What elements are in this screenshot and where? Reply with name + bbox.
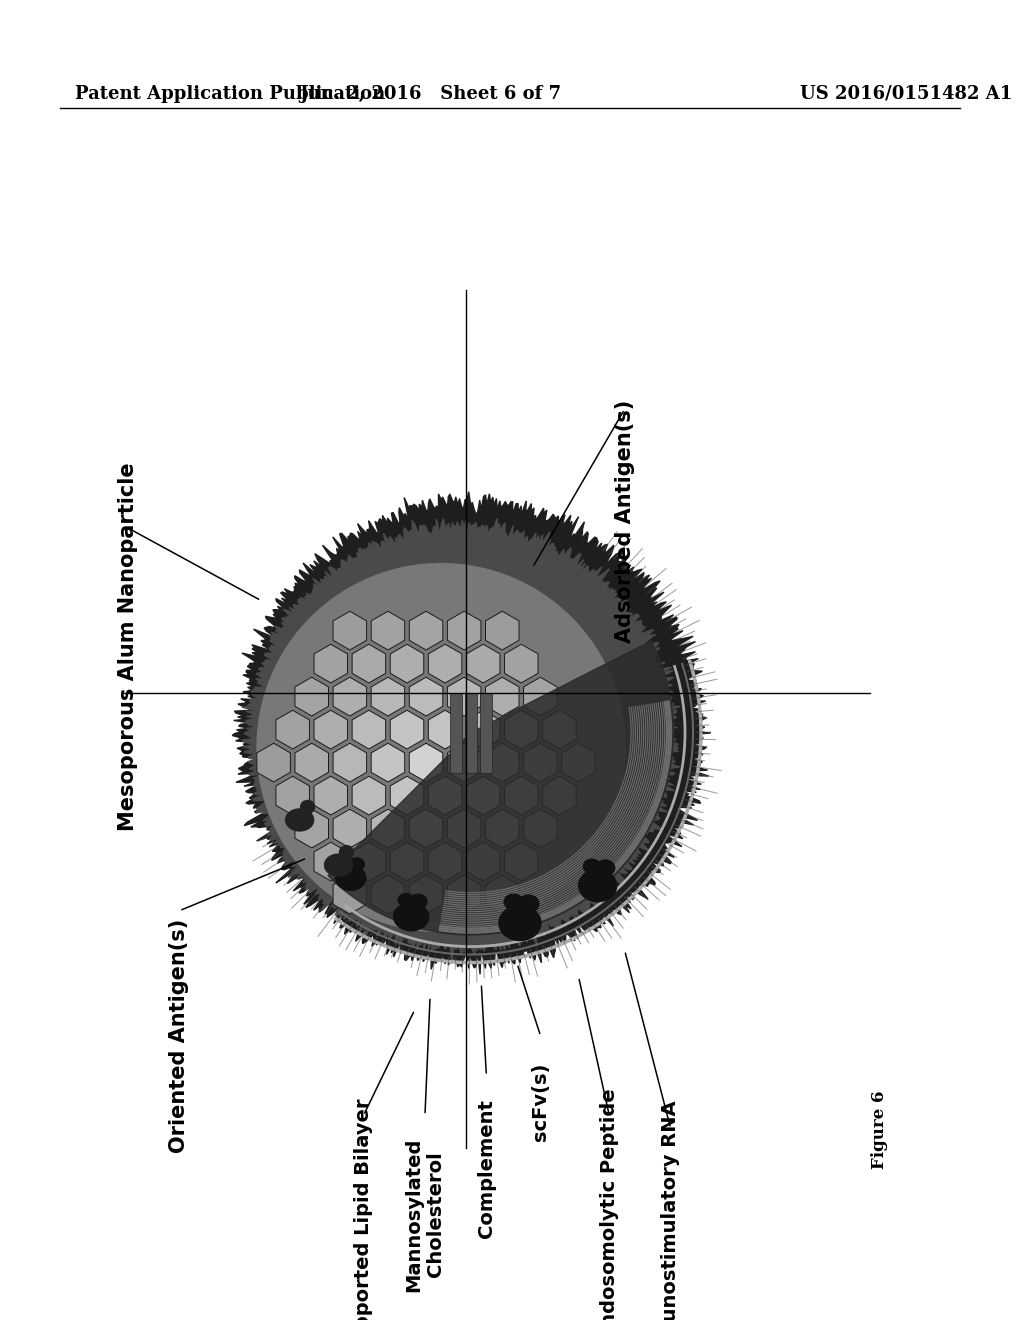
Polygon shape xyxy=(523,677,557,715)
Polygon shape xyxy=(371,611,404,649)
Text: Patent Application Publication: Patent Application Publication xyxy=(75,84,385,103)
Polygon shape xyxy=(505,644,538,682)
Polygon shape xyxy=(333,743,367,781)
Polygon shape xyxy=(485,677,519,715)
Polygon shape xyxy=(410,677,442,715)
Text: Immunostimulatory RNA: Immunostimulatory RNA xyxy=(662,1100,680,1320)
Polygon shape xyxy=(371,875,404,913)
Polygon shape xyxy=(333,809,367,847)
Polygon shape xyxy=(371,677,404,715)
Polygon shape xyxy=(314,842,347,880)
Polygon shape xyxy=(328,640,674,935)
Text: Figure 6: Figure 6 xyxy=(871,1090,889,1170)
Polygon shape xyxy=(390,776,424,814)
Polygon shape xyxy=(352,842,386,880)
Text: Supported Lipid Bilayer: Supported Lipid Bilayer xyxy=(354,1098,373,1320)
Ellipse shape xyxy=(336,866,366,891)
Ellipse shape xyxy=(518,895,539,912)
Text: Mannosylated
Cholesterol: Mannosylated Cholesterol xyxy=(404,1138,445,1291)
Polygon shape xyxy=(390,710,424,748)
Ellipse shape xyxy=(499,906,541,941)
Polygon shape xyxy=(485,875,519,913)
Polygon shape xyxy=(390,842,424,880)
Polygon shape xyxy=(352,710,386,748)
Polygon shape xyxy=(485,809,519,847)
Polygon shape xyxy=(466,842,500,880)
Text: Endosomolytic Peptide: Endosomolytic Peptide xyxy=(600,1089,618,1320)
Polygon shape xyxy=(523,743,557,781)
Polygon shape xyxy=(485,743,519,781)
Polygon shape xyxy=(523,809,557,847)
Polygon shape xyxy=(352,776,386,814)
Polygon shape xyxy=(562,743,595,781)
Ellipse shape xyxy=(340,857,353,869)
Bar xyxy=(480,693,493,772)
Text: Oriented Antigen(s): Oriented Antigen(s) xyxy=(169,919,189,1154)
Ellipse shape xyxy=(393,903,429,931)
Polygon shape xyxy=(371,809,404,847)
Polygon shape xyxy=(543,710,577,748)
Text: scFv(s): scFv(s) xyxy=(531,1063,550,1142)
Polygon shape xyxy=(447,677,481,715)
Ellipse shape xyxy=(398,894,414,907)
Polygon shape xyxy=(447,611,481,649)
Bar xyxy=(450,693,462,772)
Polygon shape xyxy=(371,743,404,781)
Text: US 2016/0151482 A1: US 2016/0151482 A1 xyxy=(800,84,1013,103)
Polygon shape xyxy=(410,611,442,649)
Polygon shape xyxy=(242,519,680,964)
Text: Jun. 2, 2016   Sheet 6 of 7: Jun. 2, 2016 Sheet 6 of 7 xyxy=(299,84,561,103)
Ellipse shape xyxy=(596,861,614,876)
Polygon shape xyxy=(410,809,442,847)
Text: Complement: Complement xyxy=(477,1098,496,1238)
Ellipse shape xyxy=(340,846,353,858)
Polygon shape xyxy=(485,611,519,649)
Polygon shape xyxy=(314,776,347,814)
Polygon shape xyxy=(275,776,309,814)
Circle shape xyxy=(257,564,625,932)
Text: Adsorbed Antigen(s): Adsorbed Antigen(s) xyxy=(614,400,635,643)
Polygon shape xyxy=(428,842,462,880)
Polygon shape xyxy=(543,776,577,814)
Ellipse shape xyxy=(504,894,523,909)
Polygon shape xyxy=(295,743,329,781)
Polygon shape xyxy=(466,776,500,814)
Polygon shape xyxy=(295,809,329,847)
Text: Mesoporous Alum Nanoparticle: Mesoporous Alum Nanoparticle xyxy=(118,462,138,832)
Ellipse shape xyxy=(584,859,600,874)
Polygon shape xyxy=(505,842,538,880)
Polygon shape xyxy=(352,644,386,682)
Polygon shape xyxy=(410,875,442,913)
Ellipse shape xyxy=(325,854,352,876)
Polygon shape xyxy=(333,677,367,715)
Bar xyxy=(465,693,477,772)
Polygon shape xyxy=(410,743,442,781)
Ellipse shape xyxy=(410,895,427,908)
Polygon shape xyxy=(505,776,538,814)
Polygon shape xyxy=(390,644,424,682)
Polygon shape xyxy=(466,710,500,748)
Ellipse shape xyxy=(349,858,365,870)
Polygon shape xyxy=(447,743,481,781)
Polygon shape xyxy=(505,710,538,748)
Ellipse shape xyxy=(301,800,314,813)
Polygon shape xyxy=(333,875,367,913)
Ellipse shape xyxy=(286,809,313,832)
Polygon shape xyxy=(314,710,347,748)
Polygon shape xyxy=(428,710,462,748)
Polygon shape xyxy=(257,743,291,781)
Polygon shape xyxy=(232,491,711,974)
Polygon shape xyxy=(275,710,309,748)
Polygon shape xyxy=(333,611,367,649)
Polygon shape xyxy=(295,677,329,715)
Polygon shape xyxy=(428,644,462,682)
Polygon shape xyxy=(466,644,500,682)
Polygon shape xyxy=(314,644,347,682)
Ellipse shape xyxy=(579,870,616,902)
Polygon shape xyxy=(447,875,481,913)
Polygon shape xyxy=(447,809,481,847)
Polygon shape xyxy=(428,776,462,814)
